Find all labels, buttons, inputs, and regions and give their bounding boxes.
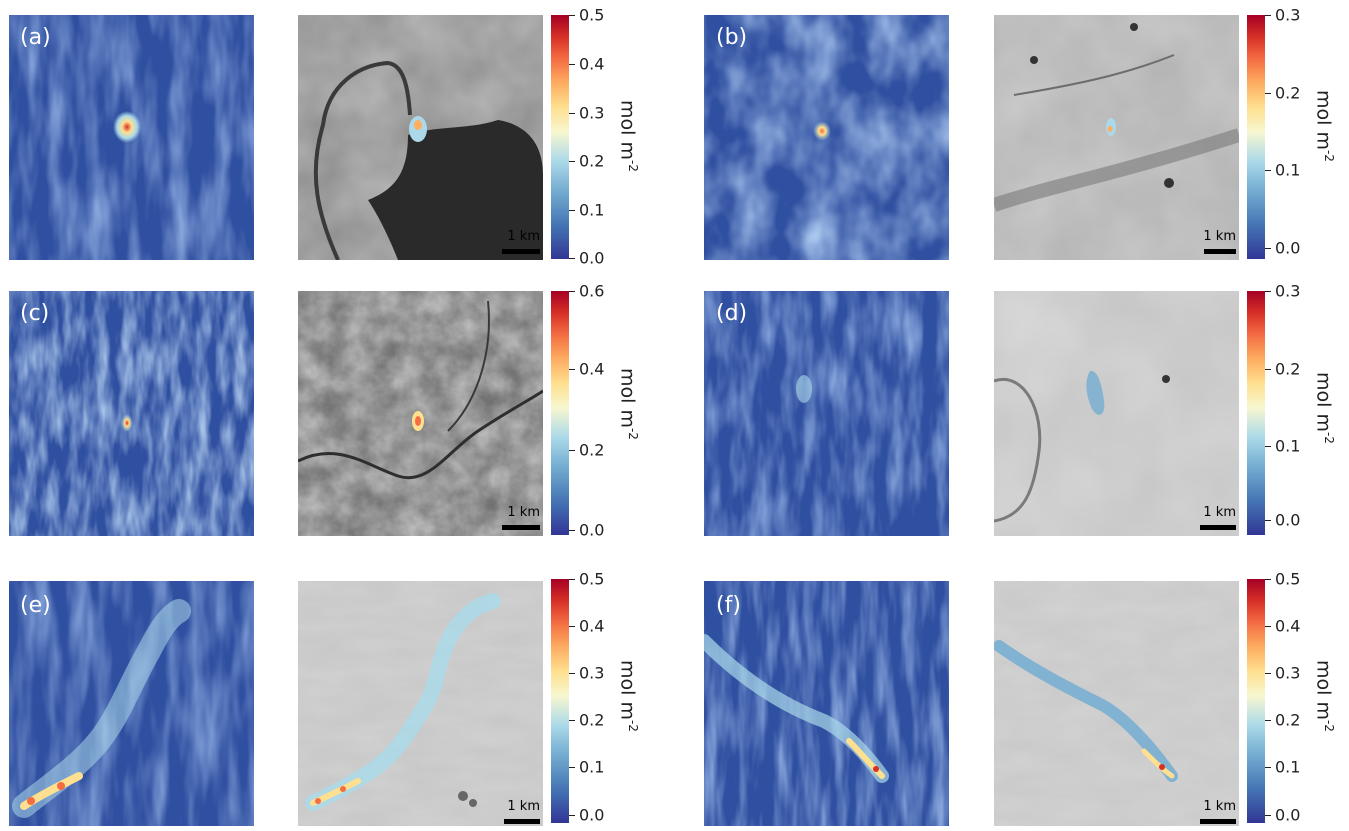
tick-label: 0.4	[579, 359, 605, 379]
tick-label: 0.3	[579, 103, 605, 123]
panel-label-b: (b)	[716, 25, 748, 50]
scale-bar-label: 1 km	[1203, 799, 1236, 814]
tick-label: 0.2	[1275, 83, 1301, 103]
tick-label: 0.1	[579, 757, 605, 777]
colorbar-gradient	[551, 291, 569, 535]
colorbar-unit-f: mol m-2	[1312, 660, 1336, 732]
tick-label: 0.2	[579, 440, 605, 460]
tick-label: 0.0	[1275, 238, 1301, 258]
scale-bar-f: 1 km	[1174, 796, 1236, 824]
colorbar-unit-b: mol m-2	[1312, 90, 1336, 162]
tick-label: 0.1	[1275, 757, 1301, 777]
satellite-image-e	[298, 581, 543, 826]
tick-label: 0.4	[579, 616, 605, 636]
scale-bar-d: 1 km	[1174, 502, 1236, 530]
panel-label-e: (e)	[20, 593, 51, 618]
satellite-image-d	[994, 291, 1239, 536]
tick-label: 0.3	[1275, 663, 1301, 683]
colorbar-b: 0.3 0.2 0.1 0.0	[1247, 6, 1300, 259]
colorbar-c: 0.6 0.4 0.2 0.0	[551, 282, 604, 540]
scale-bar-label: 1 km	[507, 799, 540, 814]
colorbar-unit-e: mol m-2	[616, 660, 640, 732]
colorbar-unit-c: mol m-2	[616, 368, 640, 440]
colorbar-gradient	[1247, 579, 1265, 823]
tick-label: 0.0	[579, 805, 605, 825]
scale-bar-b: 1 km	[1174, 226, 1236, 254]
colorbar-d: 0.3 0.2 0.1 0.0	[1247, 282, 1300, 535]
satellite-image-a	[298, 15, 543, 260]
scale-bar-label: 1 km	[507, 505, 540, 520]
tick-label: 0.0	[579, 248, 605, 268]
tick-label: 0.5	[1275, 569, 1301, 589]
tick-label: 0.4	[1275, 616, 1301, 636]
scale-bar-line	[1200, 525, 1236, 530]
tick-label: 0.0	[579, 520, 605, 540]
tick-label: 0.1	[1275, 160, 1301, 180]
tick-label: 0.2	[1275, 710, 1301, 730]
scale-bar-label: 1 km	[1203, 505, 1236, 520]
satellite-image-f	[994, 581, 1239, 826]
scale-bar-c: 1 km	[478, 502, 540, 530]
methane-map-b	[704, 15, 949, 260]
methane-map-a	[9, 15, 254, 260]
scale-bar-a: 1 km	[478, 226, 540, 254]
scale-bar-label: 1 km	[1203, 229, 1236, 244]
tick-label: 0.5	[579, 5, 605, 25]
colorbar-gradient	[551, 579, 569, 823]
scale-bar-line	[1204, 249, 1236, 254]
panel-label-c: (c)	[20, 301, 50, 326]
tick-label: 0.0	[1275, 510, 1301, 530]
panel-label-a: (a)	[20, 25, 51, 50]
tick-label: 0.2	[579, 710, 605, 730]
scale-bar-label: 1 km	[507, 229, 540, 244]
scale-bar-line	[504, 819, 540, 824]
methane-map-d	[704, 291, 949, 536]
methane-map-e	[9, 581, 254, 826]
tick-label: 0.1	[579, 200, 605, 220]
tick-label: 0.3	[1275, 281, 1301, 301]
colorbar-unit-a: mol m-2	[616, 100, 640, 172]
colorbar-unit-d: mol m-2	[1312, 372, 1336, 444]
tick-label: 0.6	[579, 281, 605, 301]
scale-bar-line	[502, 249, 540, 254]
tick-label: 0.4	[579, 54, 605, 74]
colorbar-gradient	[551, 15, 569, 259]
tick-label: 0.2	[1275, 359, 1301, 379]
tick-label: 0.5	[579, 569, 605, 589]
satellite-image-b	[994, 15, 1239, 260]
methane-map-f	[704, 581, 949, 826]
colorbar-e: 0.5 0.4 0.3 0.2 0.1 0.0	[551, 570, 604, 825]
tick-label: 0.2	[579, 151, 605, 171]
tick-label: 0.3	[579, 663, 605, 683]
colorbar-f: 0.5 0.4 0.3 0.2 0.1 0.0	[1247, 570, 1300, 825]
scale-bar-line	[502, 525, 540, 530]
colorbar-a: 0.5 0.4 0.3 0.2 0.1 0.0	[551, 6, 604, 268]
tick-label: 0.0	[1275, 805, 1301, 825]
methane-map-c	[9, 291, 254, 536]
satellite-image-c	[298, 291, 543, 536]
tick-label: 0.1	[1275, 436, 1301, 456]
tick-label: 0.3	[1275, 5, 1301, 25]
panel-label-d: (d)	[716, 301, 748, 326]
scale-bar-line	[1200, 819, 1236, 824]
colorbar-gradient	[1247, 15, 1265, 259]
colorbar-gradient	[1247, 291, 1265, 535]
panel-label-f: (f)	[716, 593, 741, 618]
scale-bar-e: 1 km	[478, 796, 540, 824]
